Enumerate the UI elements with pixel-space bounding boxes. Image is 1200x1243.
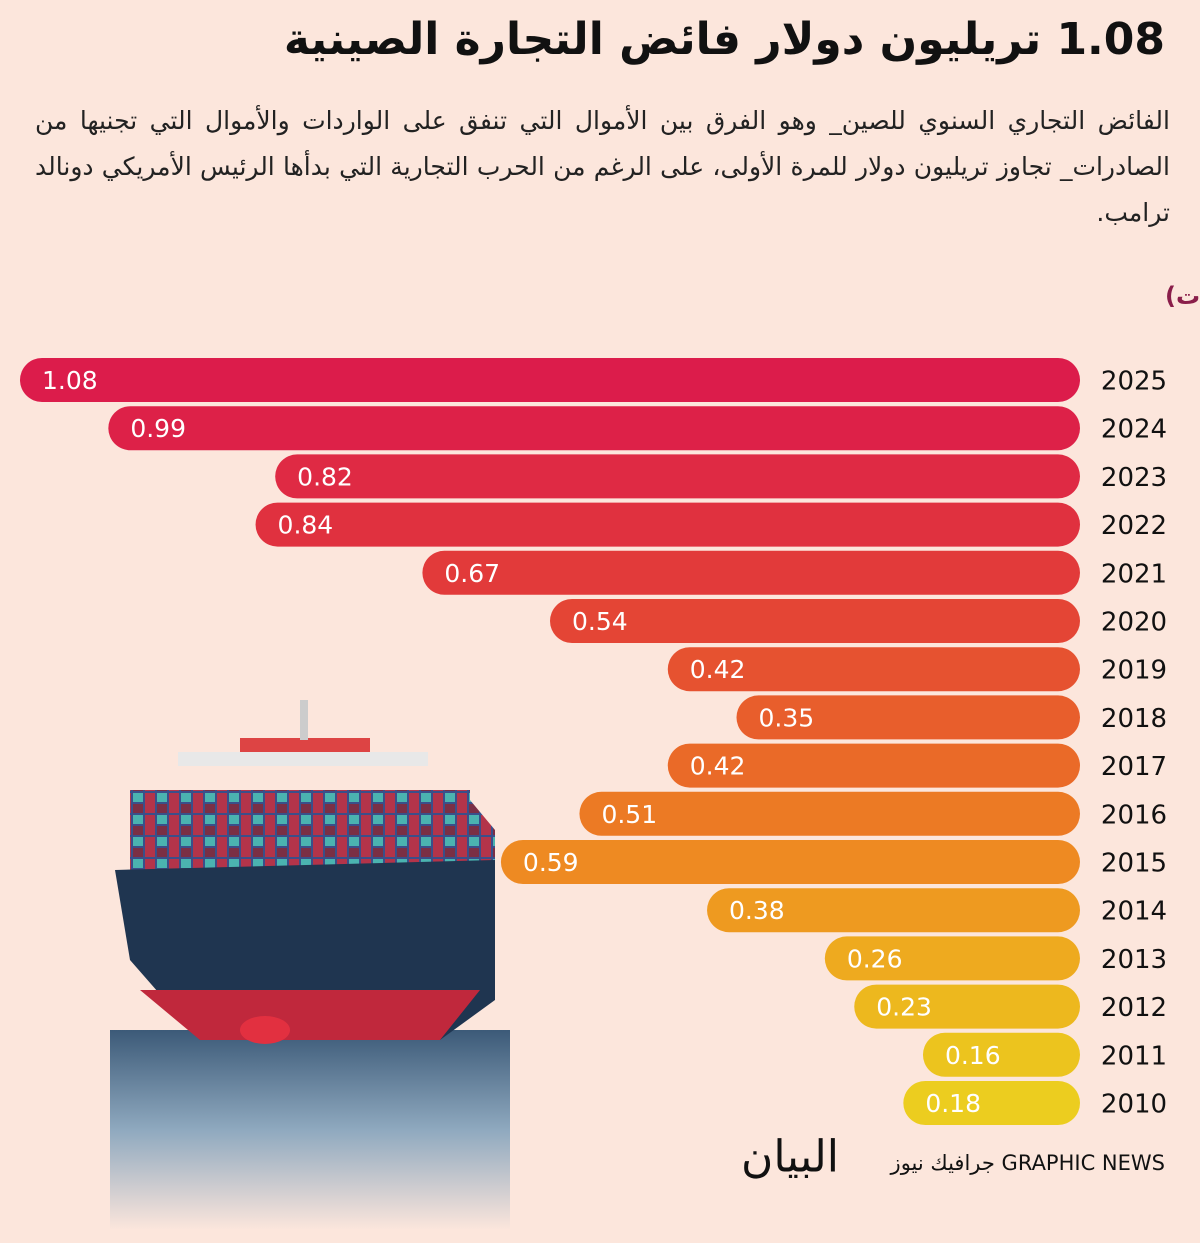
category-label: 2011 xyxy=(1101,1041,1167,1071)
category-label: 2022 xyxy=(1101,511,1167,541)
category-label: 2020 xyxy=(1101,608,1167,638)
category-label: 2012 xyxy=(1101,993,1167,1023)
bar xyxy=(736,695,1080,740)
bar xyxy=(903,1081,1080,1125)
bar xyxy=(824,936,1080,981)
bridge-top xyxy=(240,738,370,752)
bar xyxy=(500,840,1081,884)
mast xyxy=(300,700,308,740)
category-label: 2019 xyxy=(1101,656,1167,686)
bar xyxy=(854,984,1080,1029)
value-label: 0.59 xyxy=(523,848,579,877)
category-label: 2014 xyxy=(1101,897,1167,927)
bar xyxy=(255,502,1081,547)
category-label: 2018 xyxy=(1101,704,1167,734)
value-label: 0.35 xyxy=(758,703,814,732)
bar xyxy=(108,406,1081,451)
value-label: 0.84 xyxy=(278,511,334,540)
value-label: 0.42 xyxy=(690,752,746,781)
bar xyxy=(20,358,1080,402)
bar xyxy=(667,743,1080,788)
source: جرافيك نيوز GRAPHIC NEWS xyxy=(890,1151,1165,1175)
category-label: 2010 xyxy=(1101,1090,1167,1120)
bar xyxy=(667,647,1080,692)
bridge xyxy=(178,752,428,766)
title: 1.08 تريليون دولار فائض التجارة الصينية xyxy=(283,14,1165,65)
value-label: 0.51 xyxy=(601,800,657,829)
category-label: 2015 xyxy=(1101,849,1167,879)
value-label: 0.23 xyxy=(876,993,932,1022)
bar xyxy=(422,550,1080,595)
value-label: 1.08 xyxy=(42,366,98,395)
value-label: 0.38 xyxy=(729,896,785,925)
bar xyxy=(275,454,1080,499)
category-label: 2024 xyxy=(1101,415,1167,445)
bar xyxy=(579,791,1080,836)
bulb xyxy=(240,1016,290,1044)
value-label: 0.67 xyxy=(444,559,500,588)
containers xyxy=(130,790,470,870)
value-label: 0.54 xyxy=(572,607,628,636)
value-label: 0.18 xyxy=(925,1089,981,1118)
bar xyxy=(922,1032,1080,1077)
bar xyxy=(550,599,1080,643)
water xyxy=(110,1030,510,1230)
category-label: 2025 xyxy=(1101,367,1167,397)
hull-bottom xyxy=(140,990,480,1040)
value-label: 0.26 xyxy=(847,944,903,973)
value-label: 0.99 xyxy=(130,414,186,443)
chart-title: الفائض التجاري السنوي للصين (تريليونات ا… xyxy=(1165,282,1200,310)
category-label: 2016 xyxy=(1101,800,1167,830)
category-label: 2021 xyxy=(1101,559,1167,589)
logo: البيان xyxy=(741,1132,839,1183)
category-label: 2017 xyxy=(1101,752,1167,782)
value-label: 0.42 xyxy=(690,655,746,684)
bar xyxy=(707,888,1080,933)
value-label: 0.82 xyxy=(297,462,353,491)
value-label: 0.16 xyxy=(945,1041,1001,1070)
subtitle: الفائض التجاري السنوي للصين_ وهو الفرق ب… xyxy=(35,106,1170,227)
category-label: 2013 xyxy=(1101,945,1167,975)
ship-illustration xyxy=(110,700,510,1230)
category-label: 2023 xyxy=(1101,463,1167,493)
